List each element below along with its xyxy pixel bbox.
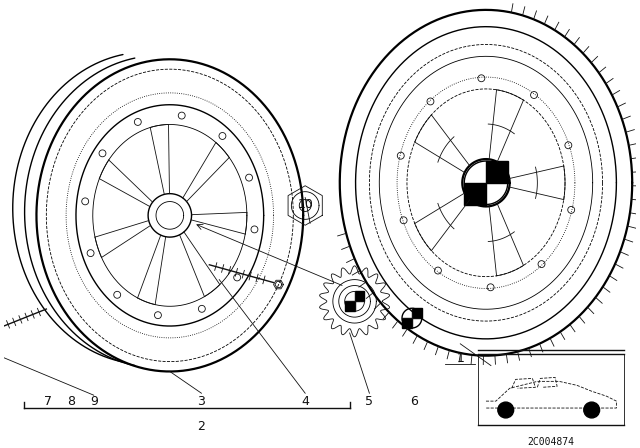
Polygon shape: [355, 292, 364, 302]
Text: 2: 2: [198, 420, 205, 433]
Polygon shape: [402, 318, 412, 328]
Circle shape: [589, 407, 595, 413]
Circle shape: [584, 402, 600, 418]
Polygon shape: [345, 302, 355, 311]
Text: 6: 6: [410, 395, 418, 408]
Circle shape: [503, 407, 509, 413]
Bar: [478, 354, 624, 425]
Text: 8: 8: [67, 395, 75, 408]
Text: 3: 3: [198, 395, 205, 408]
Circle shape: [498, 402, 514, 418]
Text: 9: 9: [90, 395, 98, 408]
Polygon shape: [486, 161, 508, 183]
Text: 1: 1: [456, 352, 464, 365]
Text: 10: 10: [297, 198, 313, 211]
Text: 4: 4: [301, 395, 309, 408]
Polygon shape: [412, 308, 422, 318]
Text: 5: 5: [365, 395, 373, 408]
Text: 2C004874: 2C004874: [528, 437, 575, 447]
Polygon shape: [464, 183, 486, 205]
Text: 7: 7: [44, 395, 52, 408]
